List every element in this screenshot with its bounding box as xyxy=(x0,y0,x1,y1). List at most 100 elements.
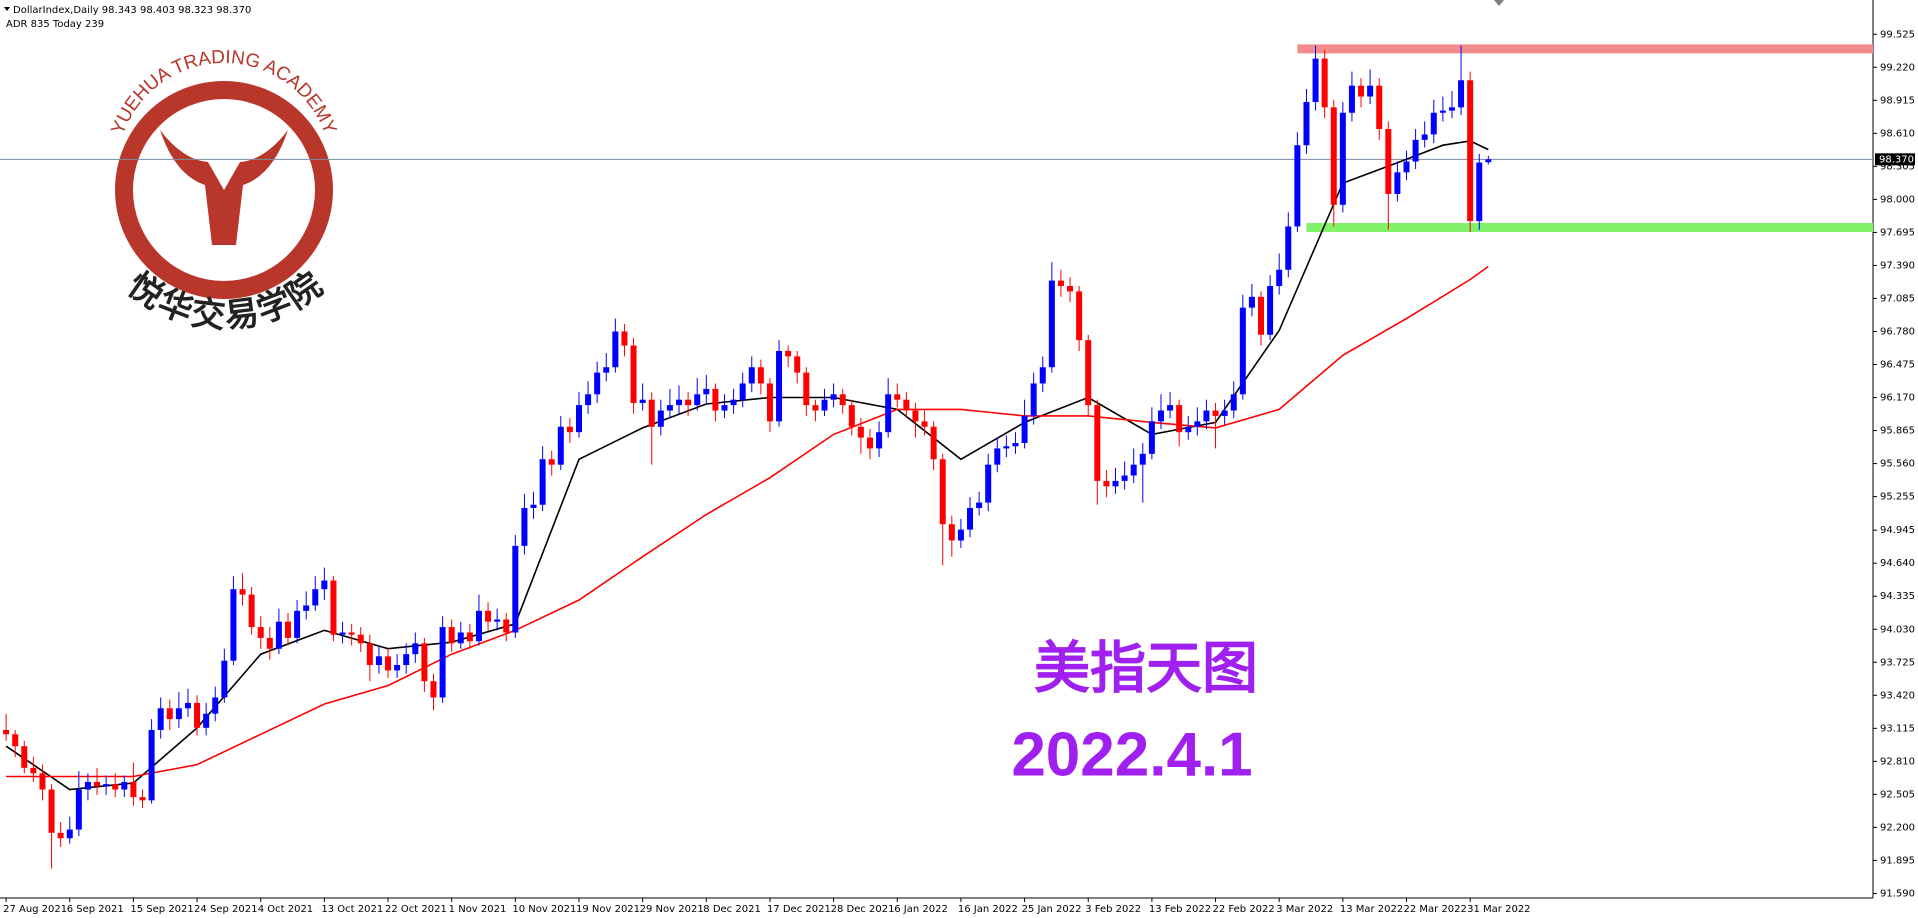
candle-body xyxy=(157,708,164,730)
candle-body xyxy=(184,702,191,709)
candle-body xyxy=(666,405,673,411)
candle-body xyxy=(448,627,455,644)
candle-body xyxy=(830,394,837,400)
logo-ring xyxy=(115,81,333,299)
y-tick-label: 91.590 xyxy=(1880,888,1915,899)
y-tick-label: 98.915 xyxy=(1880,95,1915,106)
candle-body xyxy=(621,331,628,346)
candle-body xyxy=(1012,443,1019,447)
candle-body xyxy=(1448,107,1455,111)
y-tick-label: 93.115 xyxy=(1880,723,1915,734)
candle-body xyxy=(976,502,983,508)
plot: 99.525 99.220 98.915 98.610 98.305 98.000 97.6… xyxy=(0,29,1915,915)
candle-body xyxy=(457,632,464,644)
candle-body xyxy=(1312,58,1319,102)
candle-body xyxy=(294,610,301,638)
candle-body xyxy=(521,507,528,546)
x-tick-label: 15 Sep 2021 xyxy=(130,904,193,915)
candle-body xyxy=(794,356,801,373)
x-tick-label: 6 Jan 2022 xyxy=(894,904,948,915)
candle-body xyxy=(385,656,392,671)
candle-body xyxy=(257,627,264,638)
candle-body xyxy=(30,767,37,774)
y-tick-label: 97.390 xyxy=(1880,260,1915,271)
candle-body xyxy=(839,394,846,406)
candle-body xyxy=(1321,58,1328,108)
candle-body xyxy=(930,426,937,460)
candle-body xyxy=(475,610,482,642)
candle-body xyxy=(485,610,492,622)
candle-body xyxy=(739,383,746,400)
candle-body xyxy=(1039,367,1046,384)
candle-body xyxy=(430,681,437,698)
candle-body xyxy=(1358,85,1365,97)
candle-body xyxy=(748,367,755,384)
x-tick-label: 13 Mar 2022 xyxy=(1340,904,1403,915)
candle-body xyxy=(921,421,928,427)
candle-body xyxy=(566,426,573,433)
x-tick-label: 22 Mar 2022 xyxy=(1404,904,1467,915)
candle-body xyxy=(1467,80,1474,222)
candle-body xyxy=(1367,85,1374,97)
x-tick-label: 28 Dec 2021 xyxy=(831,904,895,915)
candle-body xyxy=(1021,415,1028,444)
candle-body xyxy=(776,350,783,422)
candle-body xyxy=(1157,410,1164,422)
candle-body xyxy=(1003,446,1010,449)
y-tick-label: 93.725 xyxy=(1880,657,1915,668)
candle-body xyxy=(412,643,419,655)
candle-body xyxy=(221,660,228,698)
candle-body xyxy=(1212,410,1219,416)
y-tick-label: 99.220 xyxy=(1880,62,1915,73)
x-tick-label: 27 Aug 2021 xyxy=(3,904,67,915)
x-tick-label: 25 Jan 2022 xyxy=(1022,904,1082,915)
y-tick-label: 98.000 xyxy=(1880,194,1915,205)
candle-body xyxy=(730,399,737,406)
y-tick-label: 94.945 xyxy=(1880,525,1915,536)
candle-body xyxy=(203,713,210,728)
candle-body xyxy=(66,829,73,839)
candle-body xyxy=(103,784,110,787)
candle-body xyxy=(1458,80,1465,108)
y-tick-label: 92.505 xyxy=(1880,789,1915,800)
candle-body xyxy=(1412,139,1419,162)
x-tick-label: 6 Sep 2021 xyxy=(67,904,124,915)
y-tick-label: 94.030 xyxy=(1880,624,1915,635)
candle-body xyxy=(166,708,173,720)
x-tick-label: 13 Oct 2021 xyxy=(321,904,383,915)
candle-body xyxy=(548,459,555,465)
candle-body xyxy=(1148,421,1155,454)
candle-body xyxy=(1067,286,1074,292)
candle-body xyxy=(121,781,128,790)
candle-body xyxy=(284,621,291,638)
candle-body xyxy=(1176,405,1183,433)
candle-body xyxy=(1085,340,1092,406)
candle-body xyxy=(857,426,864,438)
candle-body xyxy=(348,632,355,635)
x-tick-label: 1 Nov 2021 xyxy=(449,904,507,915)
y-tick-label: 96.780 xyxy=(1880,326,1915,337)
x-tick-label: 4 Oct 2021 xyxy=(258,904,313,915)
y-tick-label: 98.305 xyxy=(1880,161,1915,172)
candle-body xyxy=(1276,269,1283,287)
moving-average xyxy=(6,265,1489,778)
candle-body xyxy=(1057,280,1064,287)
candle-body xyxy=(39,773,46,790)
candle-body xyxy=(366,643,373,665)
candle-body xyxy=(612,331,619,368)
candle-body xyxy=(785,350,792,357)
candle-body xyxy=(712,388,719,411)
candle-body xyxy=(539,459,546,505)
candle-body xyxy=(657,410,664,427)
candle-body xyxy=(57,832,64,839)
candle-body xyxy=(175,708,182,720)
candle-body xyxy=(1094,405,1101,481)
candle-body xyxy=(248,594,255,628)
x-tick-label: 31 Mar 2022 xyxy=(1467,904,1530,915)
y-tick-label: 92.810 xyxy=(1880,756,1915,767)
y-tick-label: 94.640 xyxy=(1880,558,1915,569)
candle-body xyxy=(912,410,919,422)
candle-body xyxy=(1294,145,1301,227)
candle-body xyxy=(1203,410,1210,422)
